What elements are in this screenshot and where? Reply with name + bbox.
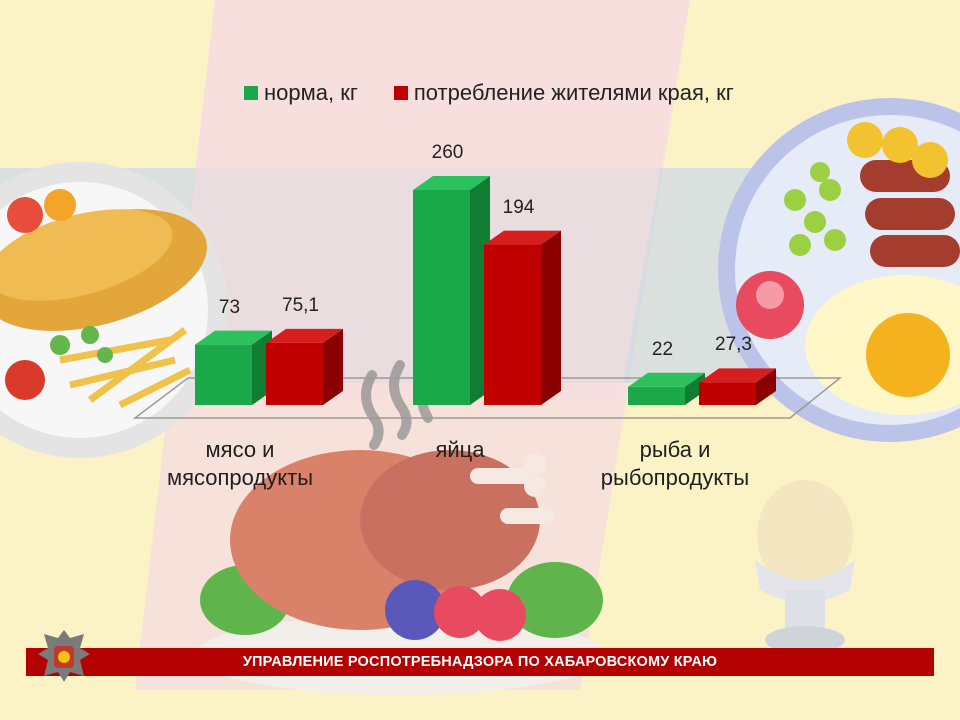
footer-banner: УПРАВЛЕНИЕ РОСПОТРЕБНАДЗОРА ПО ХАБАРОВСК… [26, 648, 934, 676]
bar-side [756, 368, 776, 405]
value-label-norm-fish: 22 [651, 338, 674, 360]
bar-top [195, 330, 272, 345]
bar-top [413, 176, 490, 190]
bar-front [484, 244, 541, 405]
footer-text: УПРАВЛЕНИЕ РОСПОТРЕБНАДЗОРА ПО ХАБАРОВСК… [242, 654, 718, 670]
value-label-norm-meat: 73 [218, 296, 241, 318]
emblem-icon [38, 630, 90, 682]
category-label-meat: мясо и мясопродукты [166, 437, 314, 490]
plate-left-illustration [0, 162, 228, 458]
value-label-norm-eggs: 260 [431, 142, 464, 163]
bar-front [699, 382, 756, 405]
bar-top [699, 368, 776, 383]
bar-consumption-fish [699, 368, 776, 405]
value-label-consumption-fish: 27,3 [715, 334, 752, 356]
category-label-eggs: яйца [435, 437, 485, 462]
bar-side [323, 328, 343, 405]
bar-consumption-meat [266, 328, 343, 405]
legend-label-consumption: потребление жителями края, кг [413, 80, 734, 105]
chart-floor [132, 377, 843, 419]
bar-top [266, 328, 343, 343]
value-label-consumption-meat: 75,1 [282, 294, 319, 316]
bar-front [195, 344, 252, 405]
bar-norm-fish [628, 372, 705, 405]
bar-front [266, 342, 323, 405]
bar-side [685, 372, 705, 405]
chart-legend: норма, кг потребление жителями края, кг [244, 80, 734, 106]
plate-right-illustration [718, 98, 960, 442]
bar-norm-eggs [413, 176, 490, 405]
bar-side [541, 230, 561, 405]
bar-norm-meat [195, 330, 272, 405]
legend-item-norm: норма, кг [244, 80, 358, 106]
value-label-consumption-eggs: 194 [502, 196, 535, 218]
bar-top [628, 372, 705, 387]
bar-top [484, 230, 561, 245]
bars-layer [195, 176, 776, 405]
legend-item-consumption: потребление жителями края, кг [393, 80, 734, 106]
bar-consumption-eggs [484, 230, 561, 405]
category-label-fish: рыба и рыбопродукты [600, 437, 750, 490]
legend-swatch-consumption [393, 86, 408, 100]
legend-swatch-norm [244, 86, 258, 100]
egg-cup-illustration [755, 480, 855, 654]
legend-label-norm: норма, кг [264, 80, 358, 105]
bar-front [628, 386, 685, 405]
bar-front [413, 190, 470, 405]
